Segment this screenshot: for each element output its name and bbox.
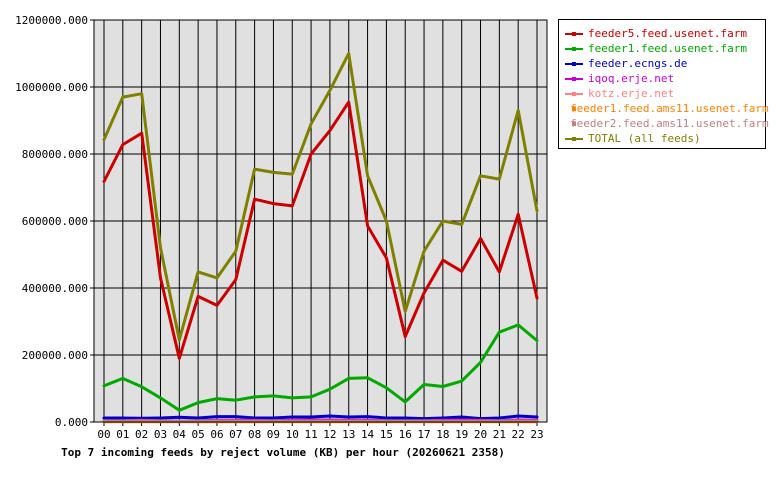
legend-label: kotz.erje.net — [588, 87, 675, 100]
legend-label: feeder1.feed.ams11.usenet.farm — [570, 102, 769, 115]
series-line-feeder1-feed-usenet-farm — [102, 323, 539, 412]
x-tick-label: 13 — [342, 428, 355, 441]
x-tick-label: 05 — [192, 428, 205, 441]
x-tick-label: 07 — [229, 428, 242, 441]
y-tick-label: 800000.000 — [22, 148, 88, 161]
x-tick-label: 09 — [267, 428, 280, 441]
series-line-total-all-feeds — [102, 52, 539, 342]
x-tick-label: 01 — [116, 428, 129, 441]
x-tick-label: 03 — [154, 428, 167, 441]
plot-frame — [93, 19, 548, 423]
y-tick-label: 1000000.000 — [15, 81, 88, 94]
chart-caption: Top 7 incoming feeds by reject volume (K… — [61, 446, 505, 459]
legend-swatch — [565, 46, 583, 51]
legend-swatch — [565, 136, 583, 141]
x-tick-label: 00 — [97, 428, 110, 441]
legend-item: kotz.erje.net — [559, 86, 765, 101]
legend-swatch — [565, 61, 583, 66]
x-tick-label: 23 — [530, 428, 543, 441]
y-tick-label: 400000.000 — [22, 282, 88, 295]
x-tick-label: 08 — [248, 428, 261, 441]
legend-label: feeder1.feed.usenet.farm — [588, 42, 747, 55]
x-tick-label: 14 — [361, 428, 375, 441]
y-tick-label: 1200000.000 — [15, 14, 88, 27]
y-tick-label: 600000.000 — [22, 215, 88, 228]
legend-swatch — [565, 91, 583, 96]
legend-label: feeder2.feed.ams11.usenet.farm — [570, 117, 769, 130]
x-tick-label: 18 — [436, 428, 449, 441]
legend-item: feeder2.feed.ams11.usenet.farm — [559, 116, 769, 131]
x-tick-label: 06 — [210, 428, 223, 441]
legend-label: feeder.ecngs.de — [588, 57, 688, 70]
legend-item: feeder5.feed.usenet.farm — [559, 26, 765, 41]
x-tick-label: 19 — [455, 428, 468, 441]
legend-item: feeder1.feed.usenet.farm — [559, 41, 765, 56]
series-line-feeder5-feed-usenet-farm — [102, 100, 539, 360]
legend-item: feeder1.feed.ams11.usenet.farm — [559, 101, 769, 116]
x-tick-label: 15 — [380, 428, 393, 441]
x-tick-label: 21 — [493, 428, 506, 441]
legend-item: TOTAL (all feeds) — [559, 131, 765, 146]
x-tick-label: 12 — [323, 428, 336, 441]
y-axis-ticks: 0.000 200000.000 400000.000 600000.000 80000… — [15, 14, 94, 429]
legend-label: TOTAL (all feeds) — [588, 132, 701, 145]
series-line-feeder-ecngs-de — [102, 414, 539, 421]
x-tick-label: 04 — [173, 428, 187, 441]
series-line-feeder2-feed-ams11-usenet-farm — [102, 419, 539, 423]
x-tick-label: 20 — [474, 428, 487, 441]
legend-label: iqoq.erje.net — [588, 72, 675, 85]
y-tick-label: 0.000 — [55, 416, 88, 429]
x-tick-label: 17 — [417, 428, 430, 441]
legend-swatch — [565, 31, 583, 36]
legend-item: iqoq.erje.net — [559, 71, 765, 86]
x-tick-label: 16 — [399, 428, 412, 441]
x-axis-ticks: 00 01 02 03 04 05 06 07 08 09 10 11 12 13 14 15 16 17 18 19… — [97, 422, 544, 441]
legend-item: feeder.ecngs.de — [559, 56, 765, 71]
y-tick-label: 200000.000 — [22, 349, 88, 362]
x-tick-label: 02 — [135, 428, 148, 441]
x-tick-label: 10 — [286, 428, 299, 441]
legend: feeder5.feed.usenet.farm feeder1.feed.use… — [558, 19, 769, 149]
legend-swatch — [565, 76, 583, 81]
legend-label: feeder5.feed.usenet.farm — [588, 27, 747, 40]
x-tick-label: 22 — [512, 428, 525, 441]
x-tick-label: 11 — [304, 428, 317, 441]
